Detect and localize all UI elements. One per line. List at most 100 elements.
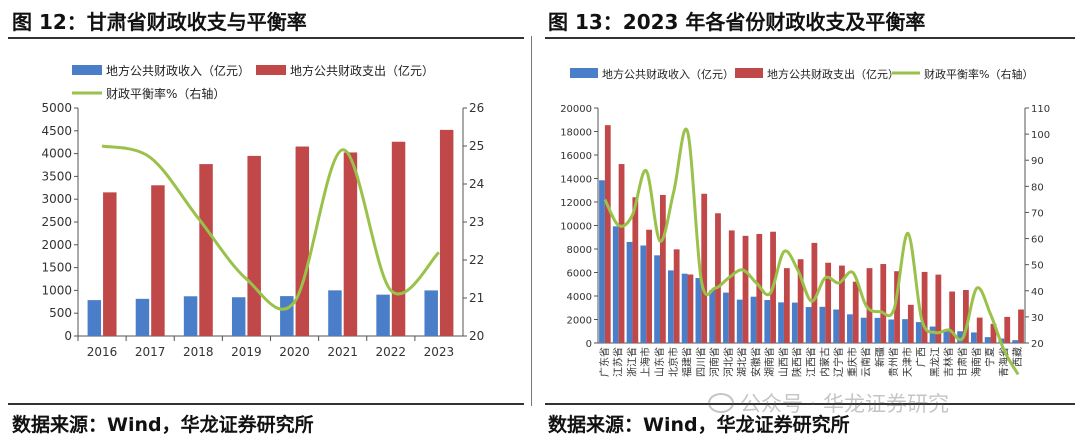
right-y-tick-label: 14000: [560, 175, 592, 186]
right-x-tick-label: 江西省: [805, 347, 818, 377]
left-y-tick-label: 1000: [41, 283, 72, 297]
left-revenue-bar: [87, 300, 102, 336]
right-revenue-bar: [791, 302, 798, 343]
right-expenditure-bar: [715, 213, 721, 343]
right-y2-tick-label: 60: [1031, 235, 1044, 246]
right-revenue-bar: [723, 292, 729, 343]
right-expenditure-bar: [701, 193, 708, 343]
right-expenditure-bar: [742, 235, 749, 343]
right-source-rule: [545, 403, 1075, 405]
right-x-tick-label: 内蒙古: [818, 347, 831, 377]
right-legend-ratio-label: 财政平衡率%（右轴）: [924, 67, 1033, 81]
right-x-tick-label: 吉林省: [942, 347, 955, 377]
left-y2-tick-label: 20: [469, 329, 484, 343]
right-x-tick-label: 浙江省: [625, 347, 638, 377]
left-title-rule: [8, 37, 524, 39]
right-x-tick-label: 陕西省: [791, 347, 804, 377]
left-legend-revenue-label: 地方公共财政收入（亿元）: [106, 63, 250, 78]
right-x-tick-label: 湖北省: [736, 347, 749, 377]
left-x-tick-label: 2020: [279, 345, 310, 359]
right-y2-tick-label: 70: [1031, 208, 1044, 219]
right-expenditure-bar: [949, 291, 956, 343]
right-expenditure-bar: [687, 274, 694, 343]
right-expenditure-bar: [728, 230, 735, 343]
right-revenue-bar: [819, 306, 826, 343]
left-chart-title: 图 12：甘肃省财政收支与平衡率: [12, 10, 307, 34]
right-expenditure-bar: [935, 274, 942, 343]
left-legend-expenditure-label: 地方公共财政支出（亿元）: [290, 63, 434, 78]
right-title-rule: [545, 37, 1075, 39]
right-ratio-line: [603, 127, 1020, 376]
right-chart-title: 图 13：2023 年各省份财政收支及平衡率: [548, 10, 926, 34]
right-revenue-bar: [971, 332, 977, 343]
right-x-tick-label: 甘肃省: [956, 347, 969, 377]
right-revenue-bar: [888, 319, 895, 343]
left-y-tick-label: 2000: [41, 238, 72, 252]
right-y2-tick-label: 30: [1031, 313, 1044, 324]
left-y-tick-label: 1500: [41, 261, 72, 275]
left-expenditure-bar: [295, 146, 310, 336]
left-x-tick-label: 2017: [135, 345, 166, 359]
left-revenue-bar: [183, 296, 198, 336]
left-y2-tick-label: 26: [469, 101, 484, 115]
left-revenue-bar: [376, 294, 390, 336]
right-revenue-bar: [681, 273, 688, 343]
right-x-tick-label: 广西: [916, 347, 928, 367]
left-x-tick-label: 2022: [376, 345, 407, 359]
left-legend-expenditure-swatch: [256, 65, 286, 75]
right-revenue-bar: [736, 299, 743, 343]
right-legend-expenditure-swatch: [735, 68, 763, 78]
left-x-tick-label: 2019: [231, 345, 262, 359]
right-revenue-bar: [847, 314, 853, 343]
right-y-tick-label: 10000: [560, 222, 592, 233]
right-expenditure-bar: [866, 268, 873, 343]
right-y-tick-label: 12000: [560, 198, 592, 209]
right-x-tick-label: 山东省: [653, 347, 666, 377]
right-revenue-bar: [984, 337, 991, 343]
right-expenditure-bar: [646, 229, 652, 343]
left-x-tick-label: 2016: [87, 345, 118, 359]
right-x-tick-label: 重庆市: [846, 347, 859, 377]
left-revenue-bar: [328, 290, 342, 336]
right-y-tick-label: 4000: [567, 292, 592, 303]
right-x-tick-label: 江苏省: [612, 347, 625, 377]
right-revenue-bar: [1012, 340, 1019, 343]
right-y2-tick-label: 80: [1031, 182, 1044, 193]
watermark-text: 公众号 · 华龙证券研究: [740, 392, 950, 416]
right-revenue-bar: [709, 290, 716, 343]
left-y-tick-label: 3500: [41, 169, 72, 183]
right-revenue-bar: [764, 299, 771, 343]
right-expenditure-bar: [797, 259, 804, 343]
right-x-tick-label: 辽宁省: [832, 347, 845, 377]
watermark: 公众号 · 华龙证券研究: [708, 388, 949, 418]
right-x-tick-label: 湖南省: [763, 347, 776, 377]
panel-divider: [531, 36, 532, 406]
right-y-tick-label: 0: [586, 339, 592, 350]
right-revenue-bar: [750, 296, 757, 343]
right-expenditure-bar: [907, 304, 914, 343]
right-x-tick-label: 宁夏: [984, 347, 997, 367]
left-expenditure-bar: [391, 141, 406, 336]
right-expenditure-bar: [990, 323, 997, 343]
right-y2-tick-label: 100: [1031, 130, 1050, 141]
right-x-tick-label: 西藏: [1012, 347, 1024, 367]
right-revenue-bar: [943, 330, 950, 343]
right-revenue-bar: [599, 180, 605, 343]
right-revenue-bar: [667, 270, 674, 343]
right-x-tick-label: 河北省: [722, 347, 735, 377]
left-expenditure-bar: [343, 152, 358, 336]
left-y-tick-label: 0: [64, 329, 72, 343]
right-x-tick-label: 上海市: [639, 347, 652, 377]
right-y-tick-label: 20000: [560, 104, 592, 115]
right-x-tick-label: 黑龙江: [928, 347, 941, 377]
right-y-tick-label: 16000: [560, 151, 592, 162]
left-expenditure-bar: [439, 129, 454, 336]
right-expenditure-bar: [921, 271, 928, 343]
left-x-tick-label: 2018: [183, 345, 214, 359]
left-ratio-line: [101, 144, 441, 311]
left-x-tick-label: 2023: [424, 345, 455, 359]
right-revenue-bar: [805, 307, 812, 343]
right-expenditure-bar: [880, 264, 887, 343]
right-y-tick-label: 6000: [567, 269, 592, 280]
